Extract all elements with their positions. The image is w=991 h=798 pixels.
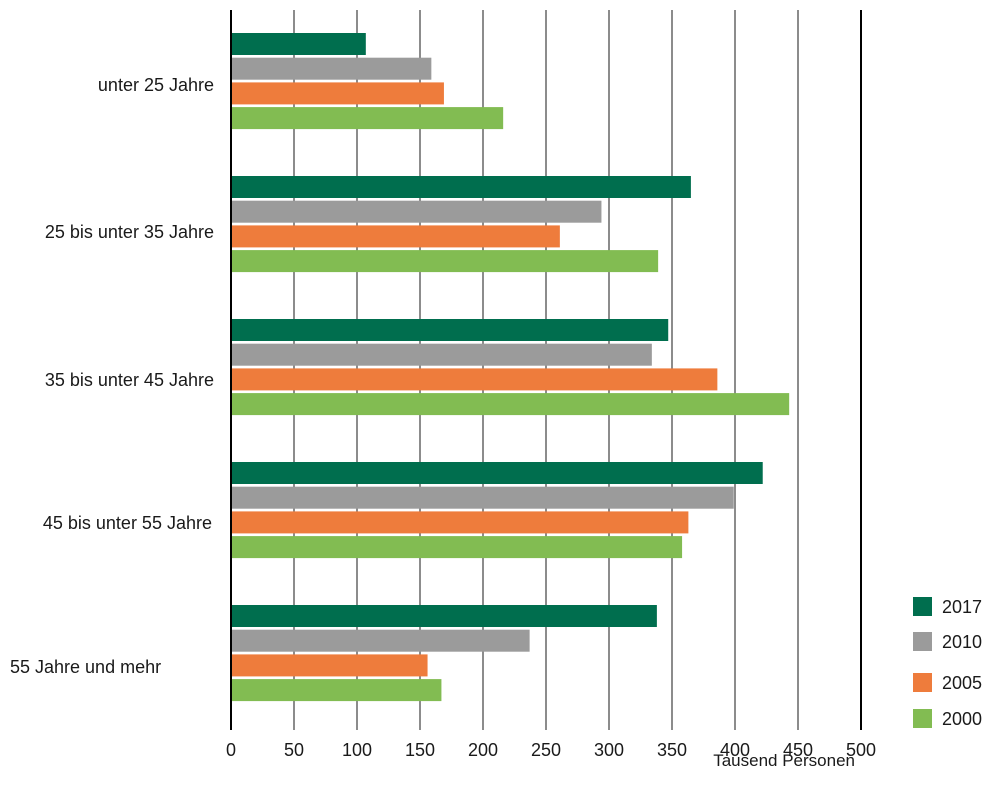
bar-4-2005 [232, 654, 428, 677]
bar-0-2005 [232, 82, 444, 105]
x-tick-label-150: 150 [405, 740, 435, 760]
bar-1-2017 [232, 176, 691, 198]
bar-4-2000 [232, 679, 442, 702]
x-tick-label-450: 450 [783, 740, 813, 760]
bar-1-2005 [232, 225, 560, 248]
bar-4-2017 [232, 605, 657, 627]
bars [232, 33, 790, 702]
bar-1-2000 [232, 250, 659, 273]
category-label-4: 55 Jahre und mehr [10, 657, 161, 677]
legend-label-2017: 2017 [942, 597, 982, 617]
x-tick-label-100: 100 [342, 740, 372, 760]
x-tick-label-200: 200 [468, 740, 498, 760]
bar-0-2017 [232, 33, 366, 55]
legend: 2017 2010 2005 2000 [913, 597, 982, 729]
category-label-3: 45 bis unter 55 Jahre [43, 513, 212, 533]
bar-0-2010 [232, 57, 432, 80]
x-tick-label-500: 500 [846, 740, 876, 760]
legend-swatch-2005 [913, 673, 932, 692]
x-tick-labels: 0 50 100 150 200 250 300 350 400 450 500 [226, 740, 876, 760]
legend-label-2000: 2000 [942, 709, 982, 729]
legend-swatch-2010 [913, 632, 932, 651]
x-axis-title: Tausend Personen [713, 751, 855, 770]
bar-3-2017 [232, 462, 763, 484]
bar-2-2017 [232, 319, 669, 341]
category-labels: unter 25 Jahre 25 bis unter 35 Jahre 35 bi… [10, 75, 214, 677]
bar-2-2000 [232, 393, 790, 416]
category-label-2: 35 bis unter 45 Jahre [45, 370, 214, 390]
bar-1-2010 [232, 200, 602, 223]
category-label-1: 25 bis unter 35 Jahre [45, 222, 214, 242]
bar-2-2005 [232, 368, 718, 391]
x-tick-label-300: 300 [594, 740, 624, 760]
x-tick-label-50: 50 [284, 740, 304, 760]
x-tick-label-0: 0 [226, 740, 236, 760]
legend-swatch-2017 [913, 597, 932, 616]
legend-swatch-2000 [913, 709, 932, 728]
bar-4-2010 [232, 629, 530, 652]
legend-label-2005: 2005 [942, 673, 982, 693]
legend-label-2010: 2010 [942, 632, 982, 652]
x-tick-label-400: 400 [720, 740, 750, 760]
category-label-0: unter 25 Jahre [98, 75, 214, 95]
x-tick-label-250: 250 [531, 740, 561, 760]
bar-3-2005 [232, 511, 689, 534]
bar-3-2000 [232, 536, 683, 559]
x-tick-label-350: 350 [657, 740, 687, 760]
bar-0-2000 [232, 107, 504, 130]
bar-3-2010 [232, 486, 734, 509]
bar-2-2010 [232, 343, 652, 366]
